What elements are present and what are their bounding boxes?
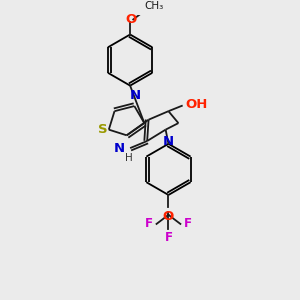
Text: N: N bbox=[129, 89, 140, 102]
Text: S: S bbox=[98, 123, 107, 136]
Text: N: N bbox=[162, 135, 173, 148]
Text: CH₃: CH₃ bbox=[144, 1, 164, 10]
Text: F: F bbox=[184, 218, 192, 230]
Text: F: F bbox=[164, 231, 172, 244]
Text: F: F bbox=[145, 218, 153, 230]
Text: O: O bbox=[163, 210, 174, 223]
Text: H: H bbox=[125, 153, 133, 163]
Text: O: O bbox=[125, 13, 136, 26]
Text: N: N bbox=[114, 142, 125, 155]
Text: OH: OH bbox=[185, 98, 207, 111]
